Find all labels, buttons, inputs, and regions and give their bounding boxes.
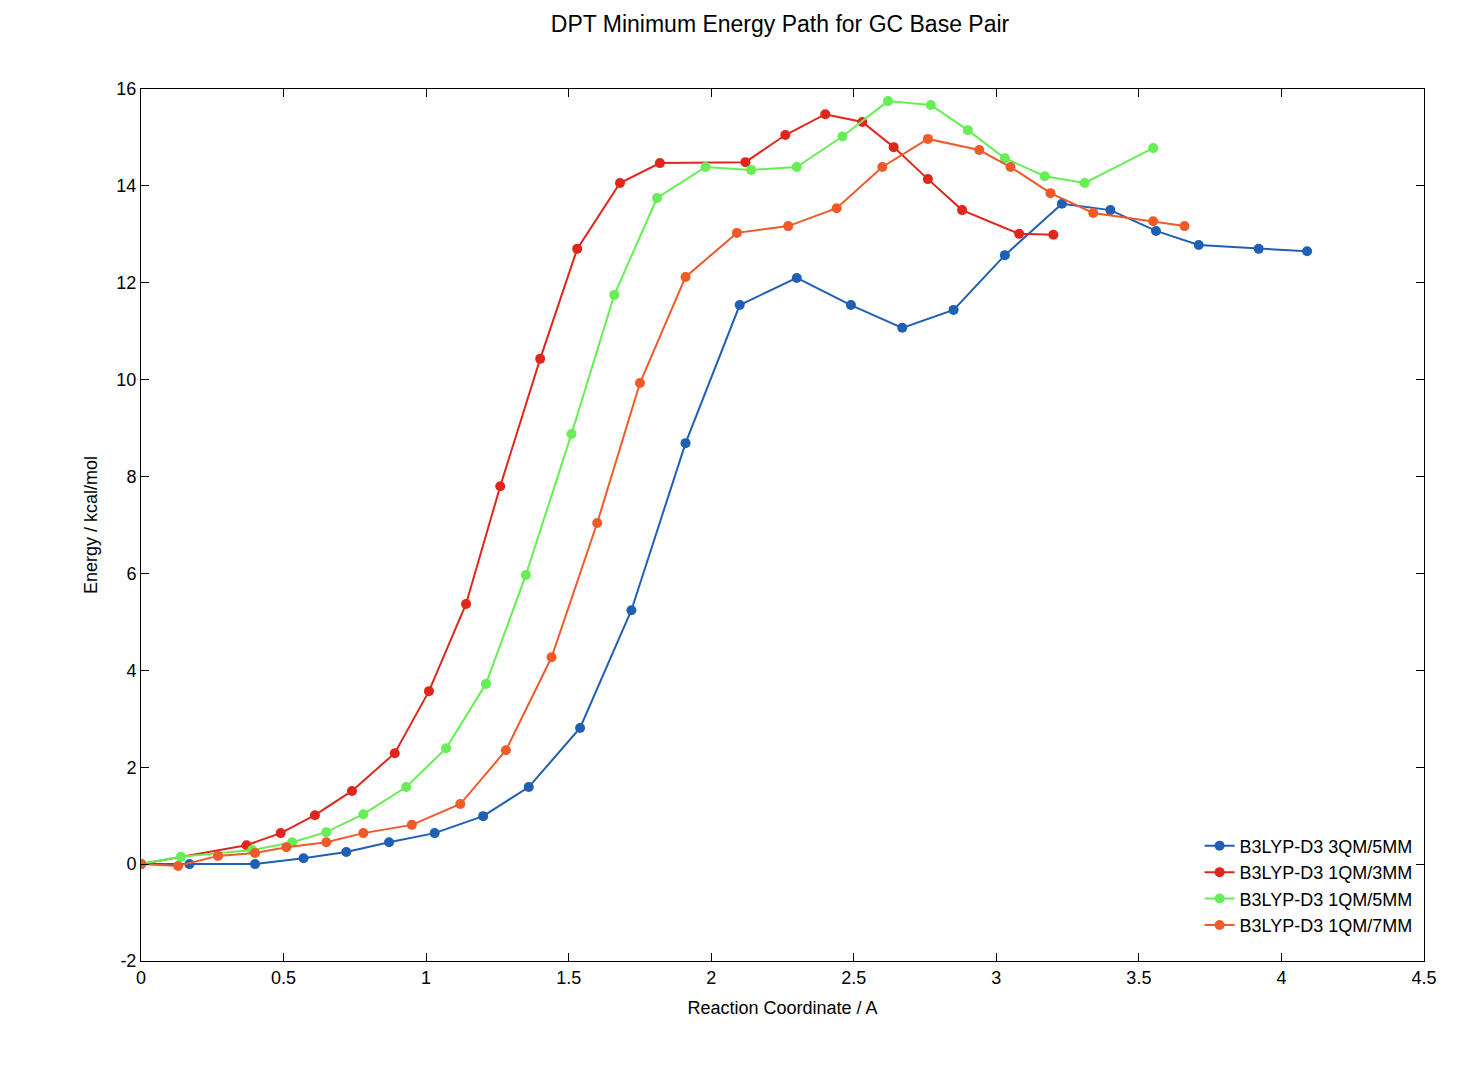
svg-text:16: 16: [116, 79, 136, 99]
svg-text:DPT Minimum Energy Path for GC: DPT Minimum Energy Path for GC Base Pair: [551, 11, 1010, 37]
svg-text:1.5: 1.5: [556, 968, 581, 988]
svg-text:Reaction Coordinate / A: Reaction Coordinate / A: [687, 998, 877, 1018]
svg-text:B3LYP-D3 1QM/3MM: B3LYP-D3 1QM/3MM: [1240, 863, 1413, 883]
svg-text:2: 2: [126, 758, 136, 778]
svg-text:0: 0: [136, 968, 146, 988]
svg-text:2.5: 2.5: [841, 968, 866, 988]
svg-text:4: 4: [1276, 968, 1286, 988]
svg-text:B3LYP-D3 1QM/5MM: B3LYP-D3 1QM/5MM: [1240, 890, 1413, 910]
svg-text:0: 0: [126, 854, 136, 874]
svg-text:B3LYP-D3 1QM/7MM: B3LYP-D3 1QM/7MM: [1240, 916, 1413, 936]
svg-text:Energy / kcal/mol: Energy / kcal/mol: [81, 456, 101, 594]
svg-text:12: 12: [116, 273, 136, 293]
svg-text:0.5: 0.5: [271, 968, 296, 988]
svg-text:6: 6: [126, 564, 136, 584]
svg-text:10: 10: [116, 370, 136, 390]
svg-text:14: 14: [116, 176, 136, 196]
svg-text:4.5: 4.5: [1411, 968, 1436, 988]
svg-text:3.5: 3.5: [1126, 968, 1151, 988]
svg-text:8: 8: [126, 467, 136, 487]
svg-text:-2: -2: [120, 951, 136, 971]
svg-text:3: 3: [991, 968, 1001, 988]
svg-text:B3LYP-D3 3QM/5MM: B3LYP-D3 3QM/5MM: [1240, 837, 1413, 857]
svg-text:4: 4: [126, 661, 136, 681]
svg-text:1: 1: [421, 968, 431, 988]
svg-text:2: 2: [706, 968, 716, 988]
